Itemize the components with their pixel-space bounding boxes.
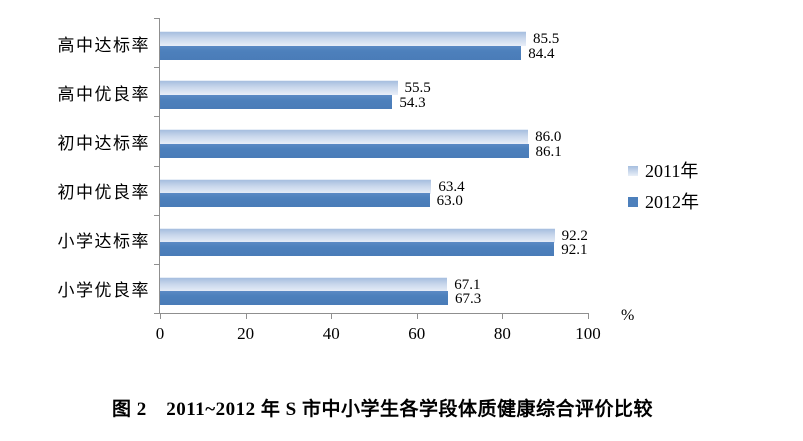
bar-2011: [160, 129, 529, 145]
category-label: 初中优良率: [57, 183, 150, 202]
value-label-2011: 63.4: [438, 178, 465, 195]
bar-2011: [160, 276, 448, 292]
legend-entry-2012: 2012年: [628, 192, 699, 212]
x-axis-tick: [416, 313, 418, 319]
figure-caption: 图 2 2011~2012 年 S 市中小学生各学段体质健康综合评价比较: [112, 399, 653, 420]
x-axis-tick-label: 60: [408, 324, 426, 343]
x-axis-tick-label: 0: [155, 324, 165, 343]
legend-entry-2011: 2011年: [628, 161, 699, 181]
category-label: 高中优良率: [57, 84, 150, 104]
value-label-2012: 92.1: [561, 242, 588, 259]
bar-2012: [160, 291, 449, 306]
bar-2012: [160, 242, 555, 257]
value-label-2011: 55.5: [404, 80, 431, 97]
x-axis-unit-label: %: [621, 307, 635, 324]
value-label-2011: 85.5: [532, 31, 560, 47]
bar-2012: [160, 45, 522, 60]
bar-2012: [160, 143, 529, 158]
category-label: 高中达标率: [57, 35, 150, 55]
value-label-2011: 67.1: [454, 276, 481, 293]
x-axis-tick: [160, 313, 161, 319]
value-label-2012: 54.3: [399, 94, 426, 111]
bar-2012: [160, 193, 430, 207]
value-label-2011: 92.2: [561, 227, 588, 244]
x-axis-tick-label: 80: [493, 324, 511, 343]
bar-2011: [160, 178, 432, 194]
x-axis-tick: [502, 313, 504, 319]
value-label-2012: 84.4: [528, 45, 555, 62]
y-axis-tick: [154, 67, 160, 68]
value-label-2012: 63.0: [436, 193, 463, 209]
value-label-2011: 86.0: [535, 129, 562, 146]
y-axis-tick: [154, 116, 160, 117]
bar-2012: [160, 94, 393, 109]
x-axis-tick-label: 20: [237, 324, 255, 343]
y-axis-tick: [154, 166, 160, 167]
y-axis-tick: [154, 215, 160, 216]
category-label: 小学优良率: [57, 281, 150, 301]
bar-2011: [160, 31, 526, 46]
x-axis-tick: [331, 313, 333, 319]
x-axis-tick: [588, 313, 589, 319]
x-axis-tick-label: 40: [322, 324, 340, 343]
y-axis-tick: [154, 264, 160, 265]
legend: 2011年 2012年: [628, 161, 699, 223]
y-axis-tick: [154, 313, 160, 314]
y-axis-tick: [154, 18, 160, 19]
x-axis-line: [159, 313, 589, 314]
category-label: 初中达标率: [57, 133, 150, 153]
value-label-2012: 86.1: [535, 143, 562, 160]
legend-label-2011: 2011年: [645, 161, 699, 181]
x-axis-tick: [245, 313, 247, 319]
legend-label-2012: 2012年: [645, 192, 699, 212]
legend-swatch-2012: [628, 197, 638, 207]
x-axis-tick-label: 100: [575, 324, 601, 343]
category-label: 小学达标率: [57, 232, 150, 252]
value-label-2012: 67.3: [455, 291, 482, 308]
y-axis-line: [159, 18, 160, 313]
bar-2011: [160, 80, 398, 96]
bar-2011: [160, 227, 555, 243]
legend-swatch-2011: [628, 166, 638, 176]
